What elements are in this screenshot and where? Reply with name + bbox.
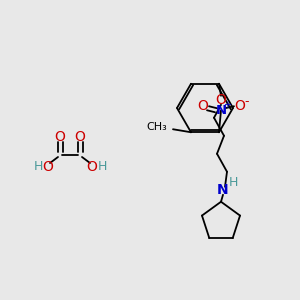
Text: N: N <box>217 183 229 197</box>
Text: O: O <box>216 93 226 107</box>
Text: O: O <box>55 130 65 144</box>
Text: CH₃: CH₃ <box>146 122 167 132</box>
Text: O: O <box>235 99 245 113</box>
Text: +: + <box>223 100 231 110</box>
Text: N: N <box>215 104 226 117</box>
Text: O: O <box>198 99 208 113</box>
Text: H: H <box>97 160 107 173</box>
Text: O: O <box>43 160 53 174</box>
Text: O: O <box>75 130 86 144</box>
Text: H: H <box>33 160 43 173</box>
Text: -: - <box>245 95 249 108</box>
Text: H: H <box>228 176 238 189</box>
Text: O: O <box>87 160 98 174</box>
